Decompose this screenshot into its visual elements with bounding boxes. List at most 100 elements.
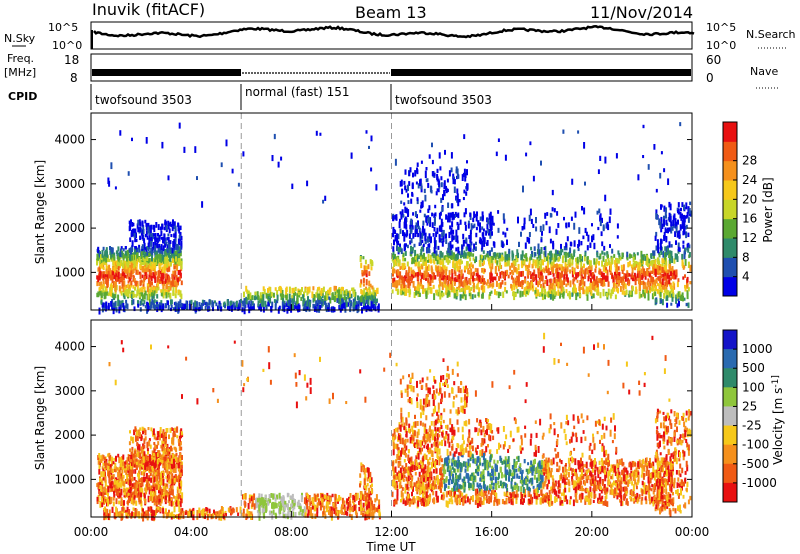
- scatter-cell: [119, 248, 122, 253]
- scatter-cell: [583, 207, 586, 215]
- scatter-cell: [353, 290, 356, 298]
- scatter-cell: [152, 491, 155, 497]
- scatter-cell: [670, 250, 673, 257]
- scatter-cell: [113, 479, 116, 485]
- scatter-cell: [298, 304, 301, 310]
- scatter-cell: [534, 274, 537, 279]
- scatter-cell: [159, 255, 162, 260]
- scatter-cell: [421, 228, 424, 233]
- scatter-cell: [201, 299, 204, 304]
- scatter-cell: [235, 300, 238, 307]
- scatter-cell: [579, 270, 582, 276]
- scatter-cell: [392, 256, 395, 263]
- scatter-cell: [178, 475, 181, 480]
- scatter-cell: [475, 226, 478, 231]
- scatter-cell: [175, 251, 178, 255]
- scatter-cell: [483, 285, 486, 293]
- y-tick-label: 1000: [54, 265, 85, 279]
- scatter-cell: [553, 289, 556, 296]
- scatter-cell: [660, 216, 663, 224]
- scatter-cell: [288, 304, 290, 312]
- scatter-cell: [121, 456, 124, 460]
- scatter-cell: [180, 280, 183, 286]
- scatter-cell: [461, 273, 464, 279]
- scatter-cell: [129, 291, 132, 298]
- scatter-cell: [120, 475, 123, 479]
- scatter-cell: [501, 241, 504, 249]
- scatter-cell: [434, 217, 436, 224]
- scatter-cell: [181, 455, 183, 461]
- scatter-cell: [133, 233, 136, 238]
- scatter-cell: [103, 292, 106, 297]
- scatter-cell: [154, 472, 157, 479]
- scatter-cell: [173, 255, 176, 259]
- scatter-cell: [148, 299, 151, 306]
- scatter-cell: [528, 232, 531, 238]
- scatter-cell: [535, 279, 538, 286]
- scatter-cell: [439, 259, 442, 266]
- scatter-cell: [470, 286, 473, 291]
- scatter-cell: [653, 144, 656, 150]
- scatter-cell: [195, 303, 198, 311]
- scatter-cell: [418, 292, 421, 297]
- scatter-cell: [123, 255, 126, 259]
- scatter-cell: [443, 279, 446, 284]
- scatter-cell: [194, 146, 197, 153]
- scatter-cell: [685, 215, 688, 219]
- scatter-cell: [565, 283, 568, 287]
- scatter-cell: [563, 246, 566, 251]
- scatter-cell: [440, 251, 442, 258]
- scatter-cell: [129, 226, 132, 231]
- scatter-cell: [656, 257, 659, 265]
- scatter-cell: [107, 292, 110, 297]
- scatter-cell: [292, 302, 294, 310]
- scatter-cell: [401, 188, 404, 195]
- scatter-cell: [565, 242, 568, 248]
- scatter-cell: [365, 292, 368, 299]
- scatter-cell: [112, 496, 115, 501]
- scatter-cell: [231, 168, 234, 174]
- scatter-cell: [238, 303, 241, 311]
- scatter-cell: [616, 275, 619, 281]
- scatter-cell: [540, 247, 543, 254]
- scatter-cell: [601, 280, 604, 285]
- scatter-cell: [276, 294, 279, 301]
- scatter-cell: [178, 494, 181, 499]
- scatter-cell: [105, 270, 108, 275]
- scatter-cell: [156, 258, 159, 264]
- scatter-cell: [146, 286, 149, 293]
- scatter-cell: [602, 272, 604, 279]
- scatter-cell: [139, 264, 142, 270]
- scatter-cell: [450, 230, 453, 235]
- scatter-cell: [136, 493, 139, 498]
- scatter-cell: [169, 427, 172, 433]
- scatter-cell: [416, 162, 419, 167]
- scatter-cell: [257, 294, 260, 301]
- power-ylabel: Slant Range [km]: [33, 160, 47, 264]
- scatter-cell: [491, 257, 494, 265]
- scatter-cell: [429, 222, 432, 227]
- scatter-cell: [648, 264, 651, 270]
- scatter-cell: [172, 432, 175, 439]
- scatter-cell: [165, 251, 168, 257]
- colorbar-swatch: [723, 141, 737, 162]
- scatter-cell: [418, 287, 421, 295]
- scatter-cell: [644, 255, 647, 261]
- scatter-cell: [129, 264, 131, 271]
- scatter-cell: [400, 283, 403, 289]
- scatter-cell: [100, 455, 103, 462]
- scatter-cell: [184, 303, 186, 310]
- scatter-cell: [415, 290, 418, 296]
- scatter-cell: [439, 266, 442, 272]
- scatter-cell: [98, 469, 101, 475]
- scatter-cell: [98, 307, 101, 315]
- scatter-cell: [140, 487, 143, 493]
- scatter-cell: [444, 234, 447, 239]
- scatter-cell: [117, 482, 120, 488]
- scatter-cell: [180, 480, 183, 487]
- scatter-cell: [164, 279, 167, 285]
- scatter-cell: [675, 269, 678, 275]
- scatter-cell: [124, 488, 126, 496]
- scatter-cell: [674, 224, 677, 229]
- scatter-cell: [142, 257, 145, 261]
